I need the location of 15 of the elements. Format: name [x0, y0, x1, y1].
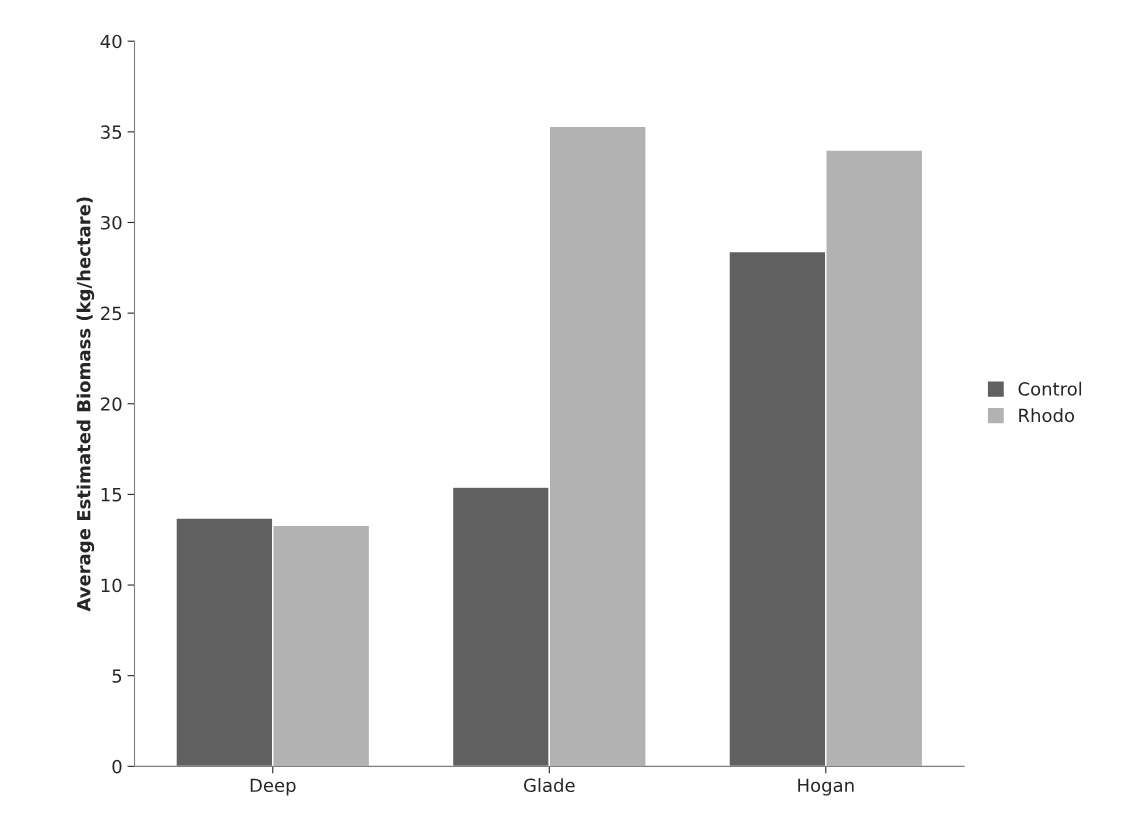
y-tick-label: 40	[100, 34, 122, 49]
y-tick-label: 30	[101, 215, 122, 230]
y-tick-label: 5	[112, 669, 122, 683]
y-tick-label: 20	[101, 397, 122, 411]
x-tick-label: Hogan	[798, 778, 854, 796]
y-tick-label: 25	[101, 306, 122, 321]
y-tick-label: 35	[101, 125, 122, 139]
y-axis-title: Average Estimated Biomass (kg/hectare)	[76, 197, 95, 612]
y-tick-label: 15	[101, 488, 122, 502]
x-tick-label: Deep	[250, 778, 296, 796]
y-tick-label: 10	[101, 578, 122, 593]
y-tick-label: 0	[112, 759, 122, 774]
x-tick-label: Glade	[523, 778, 575, 793]
legend-label: Rhodo	[1019, 408, 1075, 423]
legend-label: Control	[1018, 381, 1082, 396]
